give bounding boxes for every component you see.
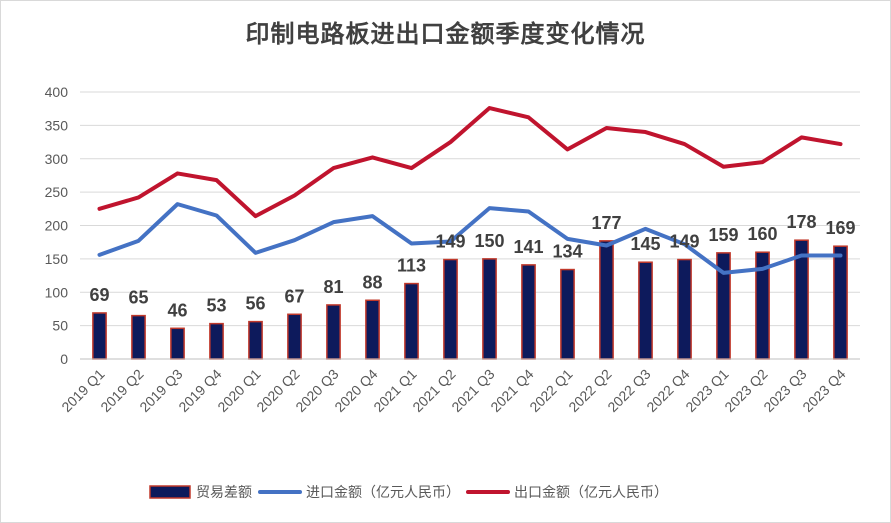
bar <box>92 312 107 360</box>
bar-data-label: 159 <box>708 225 738 245</box>
bar <box>521 264 536 360</box>
bar-data-label: 67 <box>284 286 304 306</box>
bar-data-label: 169 <box>825 218 855 238</box>
bar <box>170 327 185 360</box>
y-tick-label: 100 <box>45 284 69 300</box>
bar <box>404 282 419 360</box>
legend-label: 进口金额（亿元人民币） <box>306 485 460 501</box>
bar <box>209 322 224 360</box>
bar-data-label: 149 <box>669 232 699 252</box>
bar <box>560 268 575 360</box>
bar-data-label: 177 <box>591 213 621 233</box>
y-tick-label: 250 <box>45 184 69 200</box>
bar <box>248 320 263 360</box>
bar-data-label: 113 <box>397 256 426 276</box>
bar <box>443 258 458 360</box>
y-tick-label: 400 <box>45 84 69 100</box>
bar-data-label: 145 <box>630 234 660 254</box>
bar-data-label: 88 <box>362 272 382 292</box>
bar <box>599 240 614 360</box>
bar <box>482 258 497 360</box>
bar-data-label: 65 <box>128 288 148 308</box>
series-line <box>97 106 843 219</box>
bar-data-label: 134 <box>552 242 582 262</box>
bar <box>638 261 653 360</box>
bar <box>287 313 302 360</box>
legend-label: 贸易差额 <box>196 485 252 501</box>
bar-data-label: 81 <box>323 277 343 297</box>
bar-data-label: 141 <box>513 237 543 257</box>
bar-data-label: 150 <box>474 231 504 251</box>
bar <box>131 314 146 360</box>
y-tick-label: 0 <box>60 351 68 367</box>
legend-swatch-bar <box>149 485 191 499</box>
legend-label: 出口金额（亿元人民币） <box>514 485 668 501</box>
bar-data-label: 178 <box>786 212 816 232</box>
bar <box>326 304 341 360</box>
bar-data-label: 69 <box>89 285 109 305</box>
chart-title: 印制电路板进出口金额季度变化情况 <box>245 19 646 48</box>
bar <box>677 258 692 360</box>
bar-data-label: 149 <box>435 232 465 252</box>
bar-data-label: 56 <box>245 294 265 314</box>
y-tick-label: 200 <box>45 218 69 234</box>
y-tick-label: 150 <box>45 251 69 267</box>
x-tick-label: 2023 Q4 <box>799 366 848 415</box>
bar <box>365 299 380 360</box>
bar-data-label: 46 <box>167 300 187 320</box>
y-tick-label: 50 <box>52 318 68 334</box>
y-tick-label: 350 <box>45 117 69 133</box>
series-line <box>97 202 843 275</box>
y-tick-label: 300 <box>45 151 69 167</box>
bar-data-label: 53 <box>206 296 226 316</box>
bar <box>833 245 848 360</box>
bar-data-label: 160 <box>747 224 777 244</box>
